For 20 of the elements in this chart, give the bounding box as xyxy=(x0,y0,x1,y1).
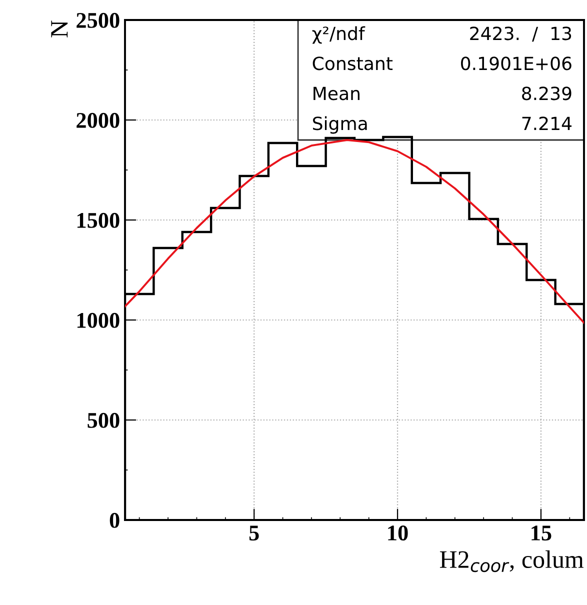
x-tick-label: 10 xyxy=(388,526,408,540)
annotation: 7.214 xyxy=(522,116,572,130)
y-tick-label: 0 xyxy=(110,512,120,528)
y-tick-label: 2000 xyxy=(76,112,120,128)
y-tick-label: 500 xyxy=(88,412,120,428)
y-axis-title: N xyxy=(51,20,68,38)
annotation: Mean xyxy=(314,86,360,100)
annotation: Constant xyxy=(312,56,393,70)
x-tick-label: 15 xyxy=(532,526,552,540)
line-series xyxy=(125,139,584,324)
annotation: 0.1901E+06 xyxy=(461,56,572,70)
y-tick-label: 1500 xyxy=(77,212,120,228)
y-tick-label: 2500 xyxy=(76,12,120,28)
annotation: 8.239 xyxy=(522,86,572,100)
x-axis-title: H2$_{coor}$, colum xyxy=(440,550,584,572)
annotation: Sigma xyxy=(313,116,367,134)
y-tick-label: 1000 xyxy=(77,312,120,328)
annotation: χ²/ndf xyxy=(312,26,366,44)
annotation: 2423. / 13 xyxy=(470,26,572,42)
x-tick-label: 5 xyxy=(249,526,259,540)
